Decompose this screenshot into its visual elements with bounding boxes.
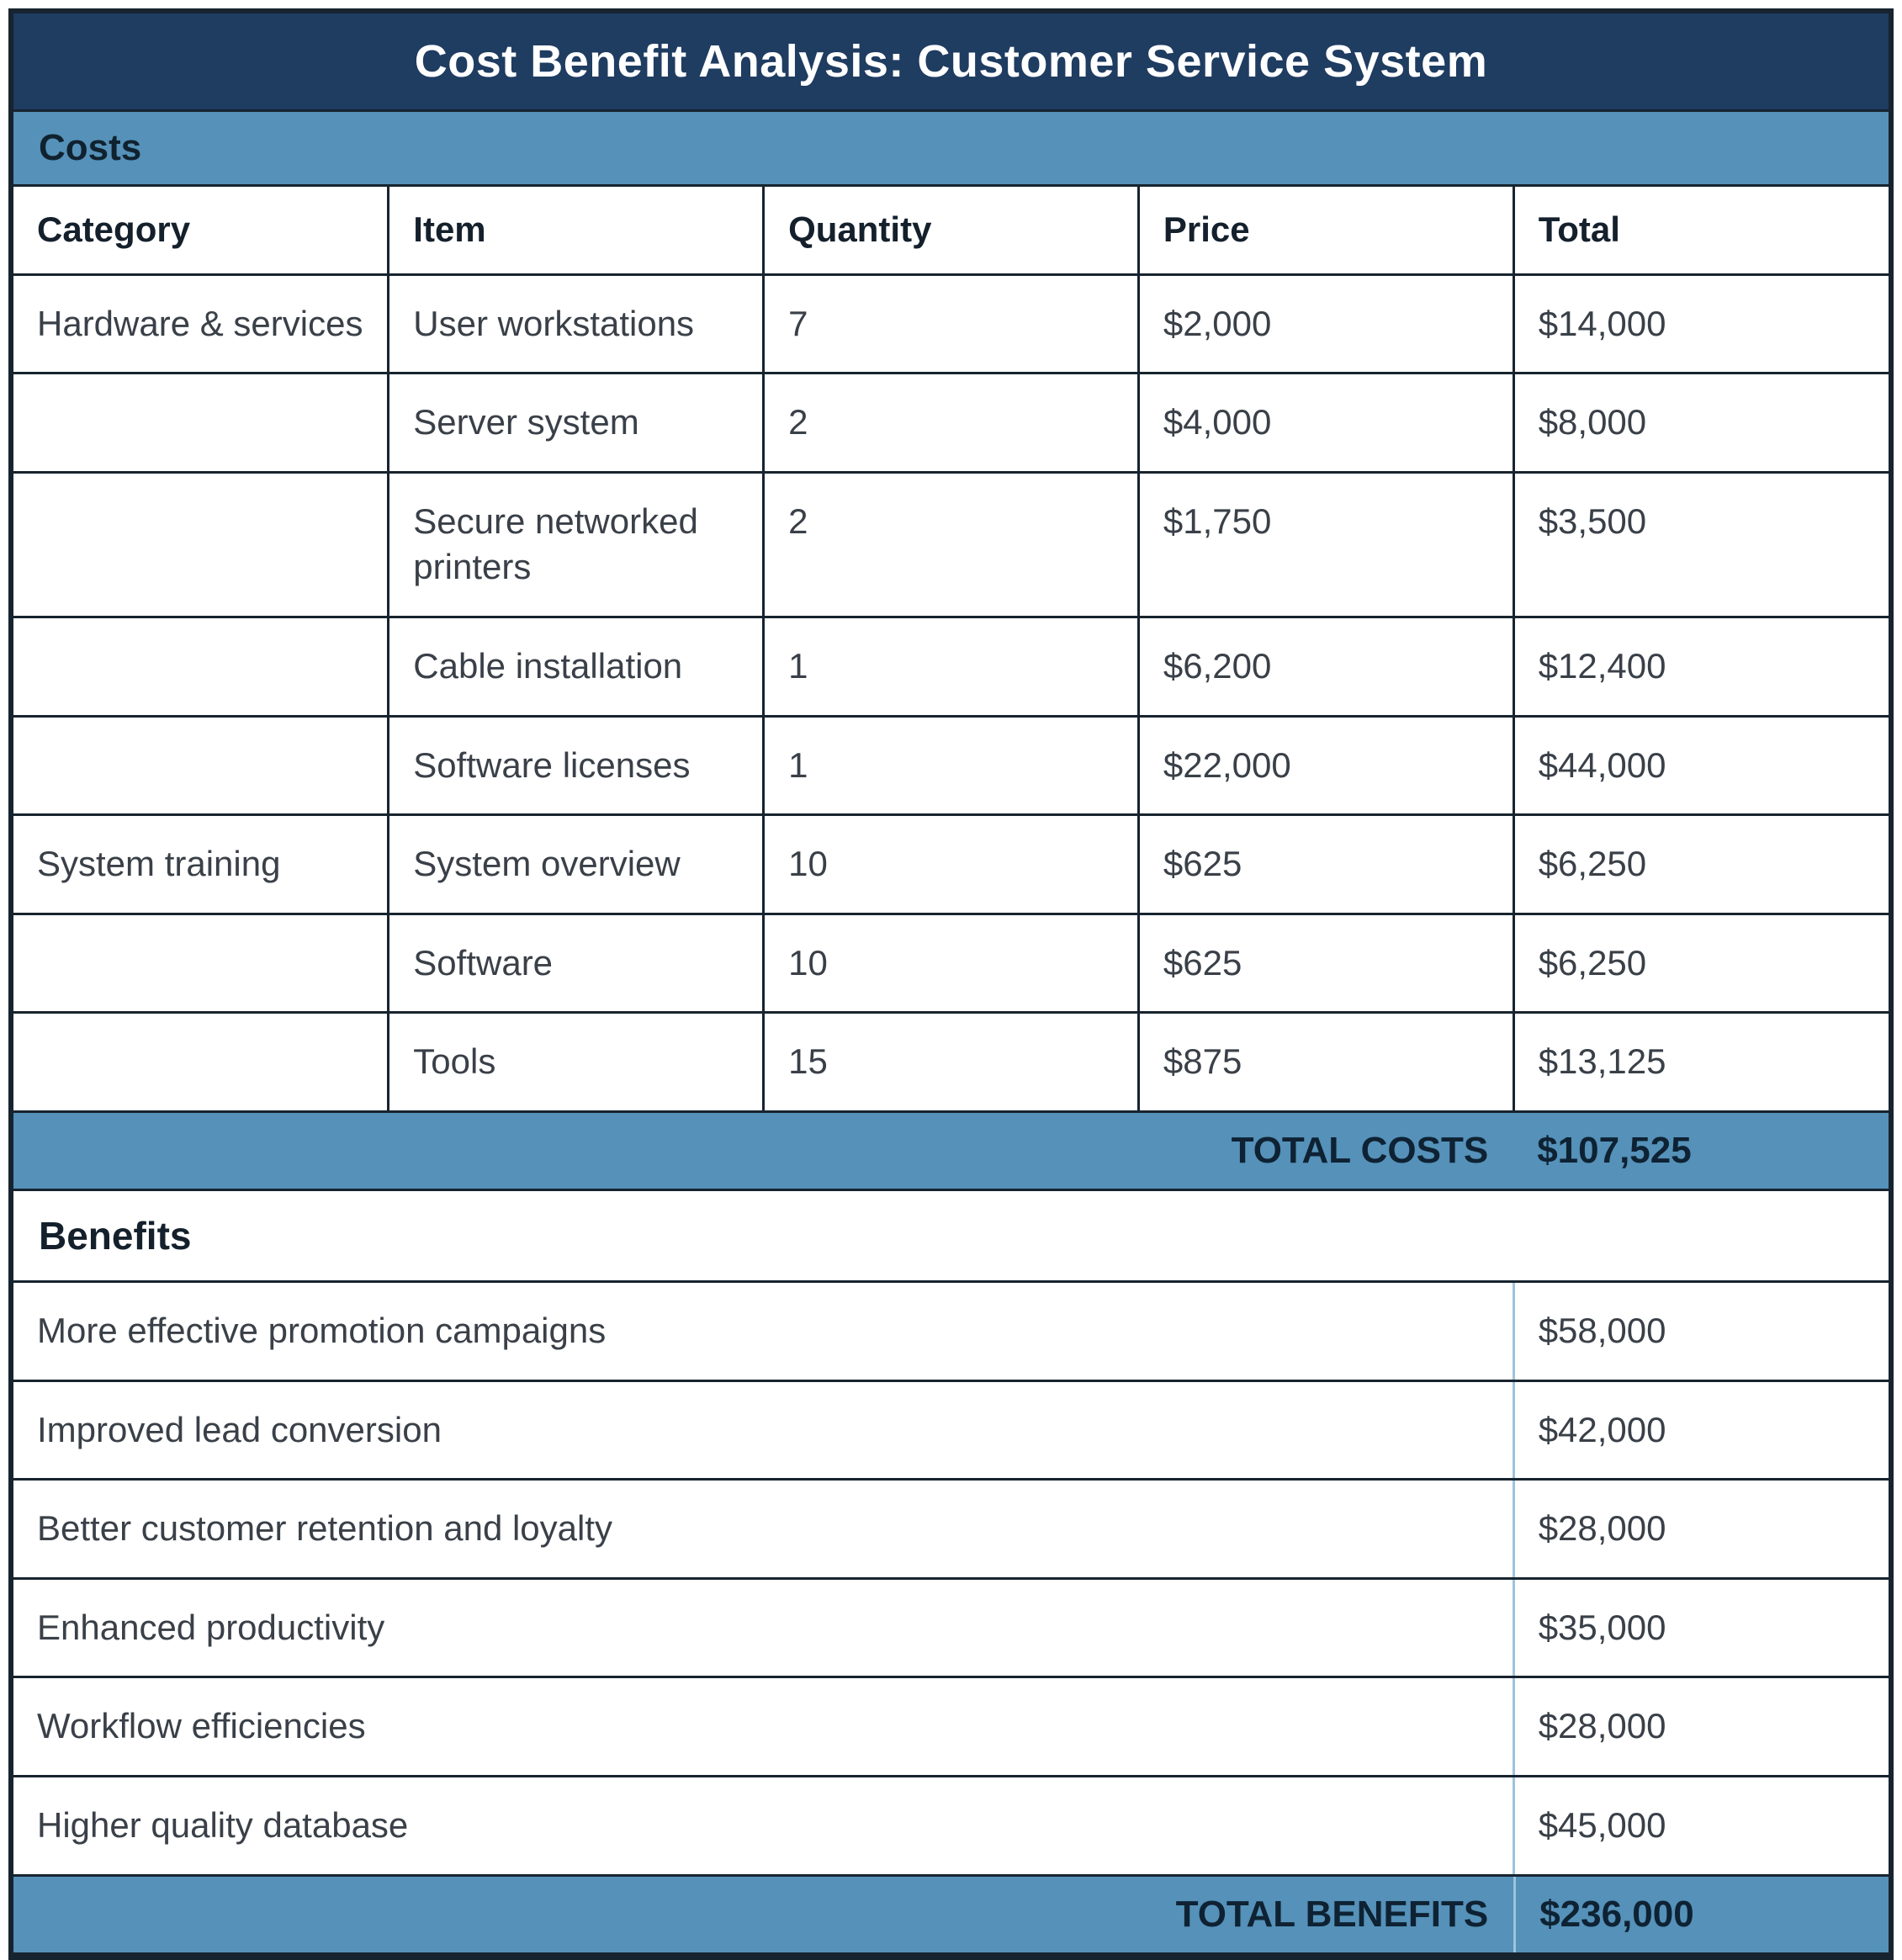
benefit-label: Enhanced productivity [13, 1578, 1514, 1679]
cost-row: Software licenses 1 $22,000 $44,000 [13, 714, 1889, 817]
benefits-section-header: Benefits [13, 1190, 1889, 1283]
cost-total: $3,500 [1512, 470, 1889, 618]
cost-quantity: 1 [762, 615, 1140, 718]
benefit-row: Enhanced productivity $35,000 [13, 1578, 1889, 1679]
benefit-value: $28,000 [1512, 1677, 1889, 1777]
benefit-row: Better customer retention and loyalty $2… [13, 1479, 1889, 1580]
benefit-row: More effective promotion campaigns $58,0… [13, 1282, 1889, 1382]
cost-price: $4,000 [1136, 372, 1515, 474]
cost-row: Hardware & services User workstations 7 … [13, 273, 1889, 375]
cost-quantity: 2 [762, 372, 1140, 474]
benefit-label: Better customer retention and loyalty [13, 1479, 1514, 1580]
benefit-row: Improved lead conversion $42,000 [13, 1380, 1889, 1481]
cost-price: $2,000 [1136, 273, 1515, 375]
benefit-label: Improved lead conversion [13, 1380, 1514, 1481]
cost-total: $6,250 [1512, 912, 1889, 1014]
cost-quantity: 1 [762, 714, 1140, 817]
cost-price: $625 [1136, 912, 1515, 1014]
costs-table: Category Item Quantity Price Total Hardw… [13, 187, 1889, 1110]
total-costs-label: TOTAL COSTS [1231, 1129, 1489, 1171]
benefit-value: $28,000 [1512, 1479, 1889, 1580]
cost-quantity: 10 [762, 912, 1140, 1014]
benefit-label: More effective promotion campaigns [13, 1282, 1514, 1382]
cost-total: $13,125 [1512, 1011, 1889, 1110]
cost-quantity: 7 [762, 273, 1140, 375]
cost-row: System training System overview 10 $625 … [13, 813, 1889, 915]
cost-item: Software [387, 912, 766, 1014]
cost-item: User workstations [387, 273, 766, 375]
cost-quantity: 15 [762, 1011, 1140, 1110]
cost-total: $14,000 [1512, 273, 1889, 375]
col-header-price: Price [1136, 187, 1515, 276]
benefit-value: $45,000 [1512, 1776, 1889, 1874]
cost-total: $6,250 [1512, 813, 1889, 915]
cost-total: $12,400 [1512, 615, 1889, 718]
col-header-quantity: Quantity [762, 187, 1140, 276]
cost-category [13, 714, 390, 817]
cost-price: $875 [1136, 1011, 1515, 1110]
cost-total: $44,000 [1512, 714, 1889, 817]
benefit-row: Workflow efficiencies $28,000 [13, 1677, 1889, 1777]
cost-quantity: 10 [762, 813, 1140, 915]
cost-category: System training [13, 813, 390, 915]
cost-category: Hardware & services [13, 273, 390, 375]
cost-category [13, 1011, 390, 1110]
cost-item: Secure networked printers [387, 470, 766, 618]
col-header-item: Item [387, 187, 766, 276]
costs-header-row: Category Item Quantity Price Total [13, 187, 1889, 276]
title-bar: Cost Benefit Analysis: Customer Service … [13, 13, 1889, 109]
benefit-value: $58,000 [1512, 1282, 1889, 1382]
cost-category [13, 615, 390, 718]
cost-item: Tools [387, 1011, 766, 1110]
cost-quantity: 2 [762, 470, 1140, 618]
cost-benefit-analysis-table: Cost Benefit Analysis: Customer Service … [8, 8, 1894, 1960]
benefits-table: More effective promotion campaigns $58,0… [13, 1282, 1889, 1874]
benefit-value: $35,000 [1512, 1578, 1889, 1679]
cost-item: System overview [387, 813, 766, 915]
cost-category [13, 372, 390, 474]
cost-row: Software 10 $625 $6,250 [13, 912, 1889, 1014]
cost-row: Cable installation 1 $6,200 $12,400 [13, 615, 1889, 718]
costs-section-label: Costs [39, 127, 142, 168]
cost-category [13, 912, 390, 1014]
benefit-row: Higher quality database $45,000 [13, 1776, 1889, 1874]
cost-price: $1,750 [1136, 470, 1515, 618]
cost-price: $22,000 [1136, 714, 1515, 817]
cost-item: Server system [387, 372, 766, 474]
cost-price: $6,200 [1136, 615, 1515, 718]
cost-row: Server system 2 $4,000 $8,000 [13, 372, 1889, 474]
page-title: Cost Benefit Analysis: Customer Service … [414, 36, 1488, 87]
total-benefits-value: $236,000 [1513, 1876, 1889, 1952]
cost-category [13, 470, 390, 618]
cost-row: Tools 15 $875 $13,125 [13, 1011, 1889, 1110]
benefits-section-label: Benefits [39, 1213, 192, 1258]
col-header-category: Category [13, 187, 390, 276]
cost-total: $8,000 [1512, 372, 1889, 474]
total-costs-row: TOTAL COSTS $107,525 [13, 1110, 1889, 1191]
costs-section-header: Costs [13, 109, 1889, 187]
cost-item: Cable installation [387, 615, 766, 718]
total-benefits-row: TOTAL BENEFITS $236,000 [13, 1873, 1889, 1955]
col-header-total: Total [1512, 187, 1889, 276]
total-costs-value: $107,525 [1537, 1129, 1692, 1171]
cost-item: Software licenses [387, 714, 766, 817]
benefit-value: $42,000 [1512, 1380, 1889, 1481]
benefit-label: Higher quality database [37, 1804, 409, 1845]
cost-price: $625 [1136, 813, 1515, 915]
cost-row: Secure networked printers 2 $1,750 $3,50… [13, 470, 1889, 618]
benefit-label: Workflow efficiencies [13, 1677, 1514, 1777]
total-benefits-label: TOTAL BENEFITS [1175, 1893, 1489, 1935]
